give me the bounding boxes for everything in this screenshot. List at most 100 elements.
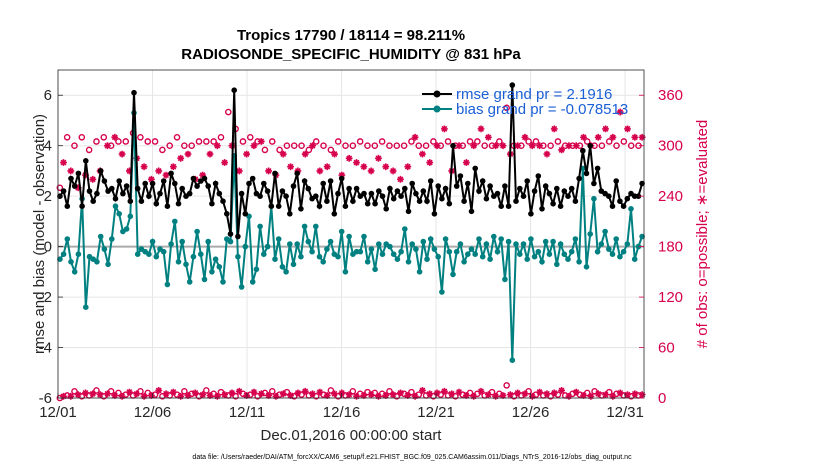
rmse-point	[60, 188, 67, 194]
obs-evaluated-marker	[155, 167, 163, 175]
obs-evaluated-marker	[345, 154, 353, 162]
rmse-point	[127, 198, 134, 204]
bias-point	[235, 253, 241, 260]
rmse-point	[572, 198, 579, 204]
obs-evaluated-marker	[558, 146, 565, 154]
obs-evaluated-marker	[169, 163, 177, 171]
bias-point	[390, 251, 397, 257]
bias-point	[431, 246, 438, 252]
bias-point	[368, 246, 375, 252]
legend-bias-marker	[433, 105, 441, 113]
obs-low-possible-marker	[583, 389, 591, 397]
bias-point	[606, 246, 612, 252]
obs-possible-marker	[137, 133, 144, 141]
bias-point	[242, 243, 249, 250]
obs-possible-marker	[320, 142, 327, 149]
rmse-point	[109, 185, 115, 192]
obs-low-evaluated-marker	[609, 392, 617, 400]
y-left-tick-label: -4	[39, 340, 52, 357]
rmse-point	[431, 211, 438, 217]
obs-low-evaluated-marker	[587, 392, 595, 400]
bias-point	[554, 261, 560, 268]
rmse-point	[617, 198, 623, 204]
obs-possible-marker	[547, 142, 554, 149]
obs-low-evaluated-marker	[440, 387, 448, 395]
obs-possible-marker	[400, 142, 408, 149]
bias-point	[424, 256, 430, 263]
rmse-point	[220, 198, 226, 204]
obs-evaluated-marker	[543, 150, 551, 158]
bias-point	[409, 241, 416, 247]
bias-point	[75, 251, 82, 257]
rmse-point	[290, 183, 297, 189]
bias-point	[505, 238, 512, 245]
obs-low-evaluated-marker	[631, 390, 639, 398]
bias-point	[290, 261, 297, 268]
rmse-point	[446, 200, 453, 207]
obs-low-evaluated-marker	[382, 392, 390, 399]
rmse-point	[190, 175, 197, 182]
rmse-point	[350, 198, 356, 204]
bias-point	[513, 241, 519, 247]
bias-point	[212, 256, 219, 263]
obs-evaluated-marker	[389, 167, 397, 175]
rmse-point	[546, 190, 553, 197]
obs-possible-marker	[85, 146, 93, 154]
rmse-point	[86, 188, 93, 194]
x-tick-label: 12/16	[323, 404, 361, 421]
legend-bias-text: bias grand pr = -0.078513	[456, 101, 628, 118]
obs-possible-marker	[430, 138, 437, 145]
obs-low-possible-marker	[349, 387, 357, 395]
obs-low-evaluated-marker	[528, 392, 536, 400]
rmse-point	[212, 180, 219, 187]
rmse-point	[402, 185, 408, 192]
bias-point	[631, 256, 638, 263]
bias-point	[71, 269, 78, 275]
bias-point	[457, 241, 464, 247]
obs-possible-marker	[56, 184, 64, 192]
obs-low-possible-marker	[334, 393, 342, 400]
obs-possible-marker	[173, 133, 181, 141]
legend-rmse-text: rmse grand pr = 2.1916	[456, 86, 612, 103]
y-left-tick-label: 2	[44, 188, 52, 205]
bias-point	[416, 269, 423, 275]
obs-low-evaluated-marker	[126, 388, 133, 396]
obs-evaluated-marker	[470, 142, 478, 150]
obs-evaluated-marker	[550, 125, 558, 133]
obs-low-evaluated-marker	[616, 389, 624, 397]
obs-low-evaluated-marker	[433, 389, 441, 397]
rmse-point	[216, 190, 223, 197]
obs-low-evaluated-marker	[353, 392, 360, 400]
obs-evaluated-marker	[477, 125, 485, 133]
obs-low-evaluated-marker	[309, 390, 316, 398]
obs-low-possible-marker	[254, 393, 261, 400]
bias-point	[94, 259, 100, 265]
obs-evaluated-marker	[440, 125, 448, 133]
obs-possible-marker	[290, 142, 298, 149]
bias-point	[105, 261, 111, 268]
rmse-point	[279, 188, 286, 194]
y-axis-right-label: # of obs: o=possible; ∗=evaluated	[694, 120, 711, 349]
obs-low-evaluated-marker	[360, 392, 368, 399]
bias-point	[301, 223, 308, 230]
obs-evaluated-marker	[257, 138, 265, 145]
obs-evaluated-marker	[338, 171, 346, 179]
bias-point	[372, 266, 378, 273]
y-left-tick-label: 6	[44, 87, 52, 104]
obs-low-possible-marker	[393, 393, 401, 400]
obs-evaluated-marker	[528, 142, 536, 150]
obs-low-evaluated-marker	[331, 390, 338, 398]
rmse-point	[591, 180, 597, 187]
obs-low-evaluated-marker	[323, 392, 331, 399]
y-axis-right: 0 60 120 180 240 300 360	[639, 87, 683, 407]
rmse-point	[487, 183, 493, 189]
bias-point	[198, 251, 204, 257]
rmse-point	[90, 198, 96, 204]
obs-possible-marker	[312, 138, 320, 145]
obs-low-possible-marker	[386, 387, 393, 395]
rmse-point	[235, 233, 241, 240]
rmse-point	[164, 203, 171, 209]
obs-possible-marker	[605, 138, 613, 145]
bias-point	[342, 269, 349, 275]
rmse-point	[542, 183, 549, 189]
